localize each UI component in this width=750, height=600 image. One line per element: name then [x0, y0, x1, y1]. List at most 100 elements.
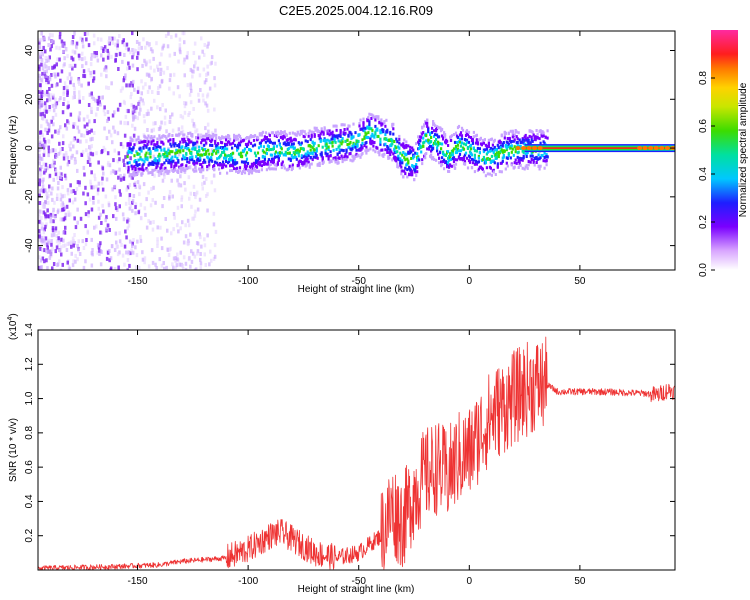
- noise-cell: [38, 234, 41, 239]
- noise-cell: [109, 36, 112, 41]
- noise-cell: [39, 167, 42, 172]
- noise-cell: [128, 183, 132, 188]
- ridge-cell: [322, 130, 325, 134]
- snr-scale-close: ): [8, 313, 19, 316]
- ridge-cell: [132, 174, 135, 178]
- ridge-cell: [453, 140, 457, 144]
- noise-cell: [119, 88, 123, 93]
- ridge-cell: [128, 150, 131, 154]
- noise-cell: [194, 267, 198, 270]
- ridge-cell: [346, 127, 349, 131]
- noise-cell: [70, 55, 73, 60]
- noise-cell: [44, 236, 48, 241]
- ridge-cell: [449, 163, 452, 167]
- ridge-cell: [401, 153, 404, 157]
- ridge-cell: [365, 136, 368, 139]
- noise-cell: [55, 239, 59, 244]
- ridge-cell: [516, 142, 519, 146]
- ridge-cell: [129, 143, 132, 146]
- noise-cell: [173, 215, 176, 220]
- ridge-cell: [264, 140, 267, 144]
- noise-cell: [88, 145, 92, 150]
- ridge-cell: [452, 133, 456, 136]
- noise-cell: [52, 159, 55, 164]
- ridge-cell: [311, 158, 314, 162]
- ridge-cell: [343, 158, 346, 162]
- ridge-cell: [331, 137, 334, 141]
- noise-cell: [164, 217, 167, 221]
- noise-cell: [177, 229, 180, 234]
- ridge-cell: [287, 143, 290, 147]
- ridge-cell: [327, 155, 330, 159]
- ridge-cell: [253, 143, 257, 147]
- ridge-cell: [161, 169, 164, 172]
- noise-cell: [161, 103, 164, 107]
- ridge-cell: [146, 158, 149, 162]
- noise-cell: [128, 263, 131, 268]
- noise-cell: [212, 222, 216, 227]
- noise-cell: [43, 91, 46, 96]
- noise-cell: [120, 243, 123, 247]
- ridge-cell: [465, 140, 469, 144]
- noise-cell: [80, 133, 83, 138]
- ridge-cell: [390, 150, 393, 154]
- noise-cell: [75, 187, 79, 192]
- noise-cell: [66, 242, 69, 246]
- noise-cell: [83, 74, 87, 79]
- noise-cell: [103, 112, 107, 117]
- noise-cell: [81, 44, 85, 49]
- carrier-band: [524, 147, 675, 149]
- noise-cell: [176, 178, 179, 183]
- noise-cell: [73, 122, 77, 126]
- ridge-cell: [435, 138, 438, 141]
- noise-cell: [113, 267, 117, 270]
- noise-cell: [171, 128, 175, 133]
- ridge-cell: [427, 127, 430, 131]
- ridge-cell: [450, 164, 454, 168]
- noise-cell: [45, 69, 48, 74]
- ridge-cell: [414, 151, 417, 155]
- noise-cell: [104, 218, 107, 223]
- noise-cell: [89, 73, 93, 78]
- ridge-cell: [239, 140, 243, 144]
- noise-cell: [43, 36, 46, 41]
- noise-cell: [80, 152, 83, 157]
- ridge-cell: [283, 135, 286, 139]
- ridge-cell: [368, 122, 371, 126]
- ridge-cell: [250, 171, 254, 175]
- noise-cell: [105, 256, 109, 261]
- noise-cell: [53, 200, 56, 205]
- ridge-cell: [163, 153, 166, 157]
- noise-cell: [86, 122, 89, 127]
- ridge-cell: [128, 147, 131, 150]
- ridge-cell: [195, 136, 198, 139]
- ridge-cell: [177, 149, 180, 153]
- carrier-peak: [526, 146, 532, 151]
- ridge-cell: [157, 145, 160, 149]
- noise-cell: [133, 109, 136, 114]
- snr-y-ticks: 0.20.40.60.81.01.21.4: [24, 323, 675, 543]
- ridge-cell: [440, 160, 443, 164]
- noise-cell: [93, 51, 96, 55]
- ridge-cell: [255, 165, 259, 169]
- noise-cell: [90, 95, 94, 100]
- ridge-cell: [381, 122, 384, 126]
- noise-cell: [141, 98, 144, 103]
- ridge-cell: [506, 141, 509, 145]
- ridge-cell: [494, 173, 497, 176]
- ridge-cell: [445, 154, 448, 157]
- noise-cell: [52, 210, 55, 215]
- noise-cell: [199, 261, 203, 266]
- noise-cell: [58, 57, 61, 62]
- ridge-cell: [126, 161, 129, 165]
- noise-cell: [131, 241, 134, 246]
- noise-cell: [201, 144, 204, 149]
- noise-cell: [91, 152, 95, 157]
- noise-cell: [97, 95, 101, 100]
- ridge-cell: [328, 139, 331, 143]
- ridge-cell: [236, 161, 239, 165]
- noise-cell: [78, 90, 81, 95]
- noise-cell: [161, 178, 165, 183]
- noise-cell: [75, 44, 78, 49]
- ridge-cell: [471, 139, 474, 143]
